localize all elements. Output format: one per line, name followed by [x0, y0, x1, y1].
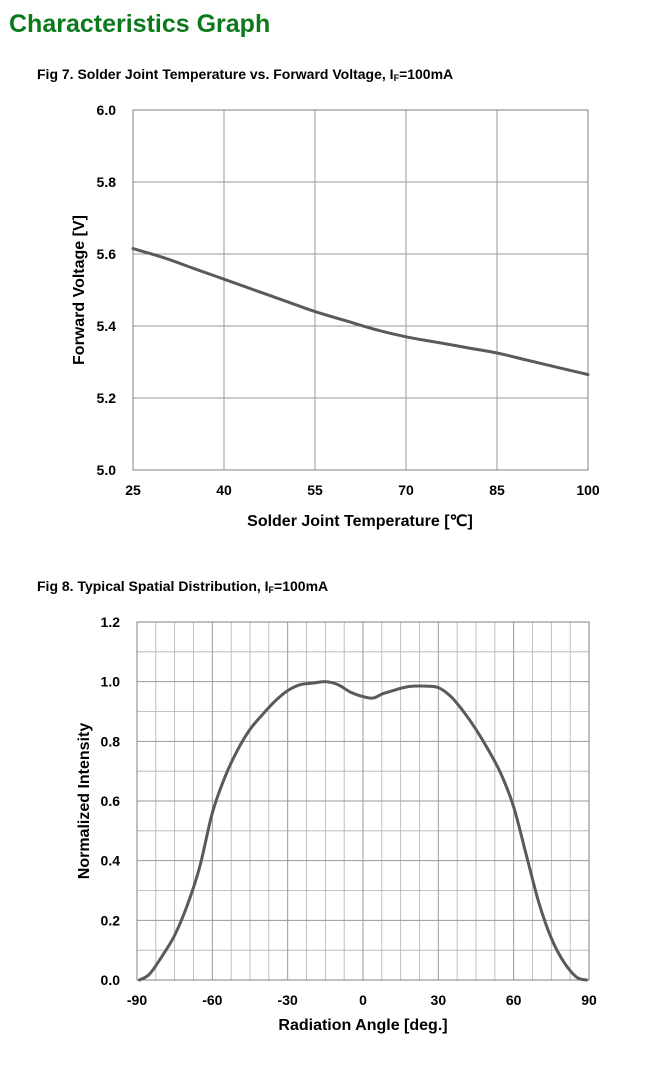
fig8-y-tick-label: 0.8	[101, 733, 121, 749]
fig8-chart: -90 -60 -30 0 30 60 90 0.0 0.2 0.4 0.6 0.8 1.0 1.2 Rad…	[76, 614, 597, 1034]
fig8-y-tick-label: 0.0	[101, 972, 121, 988]
fig7-caption-text: Fig 7. Solder Joint Temperature vs. Forw…	[37, 66, 394, 82]
fig8-caption-subscript: F	[268, 585, 275, 595]
page-title: Characteristics Graph	[9, 10, 271, 38]
fig8-y-tick-label: 0.2	[101, 912, 121, 928]
fig7-y-tick-label: 5.4	[97, 318, 117, 334]
fig7-y-tick-label: 5.2	[97, 390, 117, 406]
fig7-x-tick-label: 55	[307, 482, 323, 498]
fig7-y-tick-label: 5.6	[97, 246, 117, 262]
fig7-x-tick-label: 25	[125, 482, 141, 498]
fig7-y-tick-label: 5.8	[97, 174, 117, 190]
fig8-x-tick-label: -30	[278, 992, 298, 1008]
fig7-x-tick-label: 40	[216, 482, 232, 498]
fig7-x-axis-label: Solder Joint Temperature [℃]	[247, 513, 473, 530]
fig8-plot-frame	[136, 621, 590, 981]
fig7-plot-frame	[132, 109, 589, 471]
fig8-data-line	[138, 680, 588, 982]
fig8-x-axis-label: Radiation Angle [deg.]	[278, 1017, 447, 1034]
fig7-x-tick-label: 85	[489, 482, 505, 498]
fig7-y-tick-label: 6.0	[97, 102, 117, 118]
fig7-caption-tail: =100mA	[399, 66, 454, 82]
fig8-x-tick-label: -90	[127, 992, 147, 1008]
fig7-y-tick-label: 5.0	[97, 462, 117, 478]
fig8-y-axis-label: Normalized Intensity	[76, 723, 93, 880]
fig8-x-tick-label: -60	[202, 992, 222, 1008]
fig8-caption-tail: =100mA	[274, 578, 329, 594]
fig8-caption: Fig 8. Typical Spatial Distribution, IF=…	[37, 578, 328, 595]
fig8-caption-text: Fig 8. Typical Spatial Distribution, I	[37, 578, 269, 594]
fig7-x-tick-label: 70	[398, 482, 414, 498]
fig8-x-tick-label: 90	[581, 992, 597, 1008]
fig8-x-tick-label: 0	[359, 992, 367, 1008]
fig7-chart: 25 40 55 70 85 100 5.0 5.2 5.4 5.6 5.8 6.0 Solder Jo…	[71, 102, 600, 530]
fig7-caption: Fig 7. Solder Joint Temperature vs. Forw…	[37, 66, 453, 83]
fig7-y-axis-label: Forward Voltage [V]	[71, 215, 88, 365]
fig8-x-tick-label: 30	[431, 992, 447, 1008]
fig7-data-line	[131, 247, 590, 377]
fig7-x-tick-label: 100	[576, 482, 600, 498]
fig8-y-tick-label: 1.2	[101, 614, 121, 630]
fig8-y-tick-label: 0.4	[101, 853, 121, 869]
fig7-caption-subscript: F	[393, 73, 400, 83]
fig8-y-tick-label: 1.0	[101, 674, 121, 690]
fig8-y-tick-label: 0.6	[101, 793, 121, 809]
fig8-x-tick-label: 60	[506, 992, 522, 1008]
